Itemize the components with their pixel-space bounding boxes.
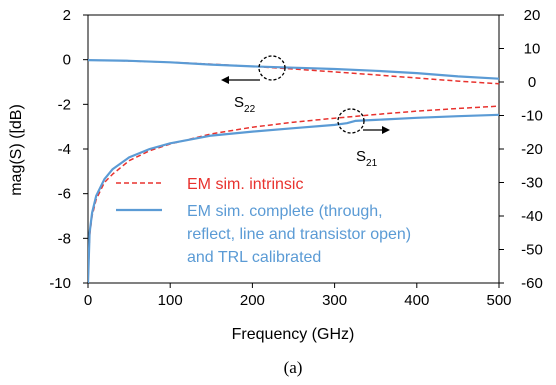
s21-highlight-circle (337, 108, 365, 134)
x-tick-label: 400 (404, 292, 429, 309)
s22-subscript: 22 (244, 104, 256, 115)
x-axis-title: Frequency (GHz) (232, 326, 355, 343)
figure-caption: (a) (284, 358, 303, 377)
y-axis-title: mag(S) ([dB) (8, 104, 25, 196)
y2-tick-label: 0 (528, 74, 536, 91)
x-tick-label: 300 (322, 292, 347, 309)
y-tick-label: -6 (58, 186, 71, 203)
y-tick-label: -2 (58, 96, 71, 113)
x-tick-label: 200 (240, 292, 265, 309)
s22-label: S22 (234, 94, 256, 115)
series-line-4 (88, 113, 499, 283)
y-tick-label: 0 (63, 52, 71, 69)
y2-tick-label: -50 (521, 242, 543, 259)
s22-arrow-head (221, 76, 229, 84)
y2-tick-label: -20 (521, 141, 543, 158)
y-tick-label: -10 (49, 275, 71, 292)
y2-tick-label: -60 (521, 275, 543, 292)
series-line-1 (88, 59, 499, 85)
legend-label-complete-line-2: reflect, line and transistor open) (187, 226, 411, 243)
y2-tick-label: -30 (521, 175, 543, 192)
legend-label-complete-line-1: EM sim. complete (through, (187, 203, 383, 220)
legend-label-intrinsic: EM sim. intrinsic (187, 176, 303, 193)
s21-subscript: 21 (366, 158, 378, 169)
x-tick-label: 500 (486, 292, 511, 309)
series-line-2 (88, 59, 499, 80)
y-tick-label: 2 (63, 7, 71, 24)
legend-label-complete-line-3: and TRL calibrated (187, 249, 321, 266)
s22-highlight-circle (258, 55, 286, 81)
x-tick-label: 0 (84, 292, 92, 309)
x-tick-label: 100 (158, 292, 183, 309)
s21-arrow-head (382, 126, 390, 134)
y-tick-label: -4 (58, 141, 71, 158)
y-tick-label: -8 (58, 230, 71, 247)
y2-tick-label: -40 (521, 208, 543, 225)
y2-tick-label: -10 (521, 108, 543, 125)
s21-label: S21 (356, 148, 378, 169)
y2-tick-label: 20 (524, 7, 541, 24)
y2-tick-label: 10 (524, 41, 541, 58)
